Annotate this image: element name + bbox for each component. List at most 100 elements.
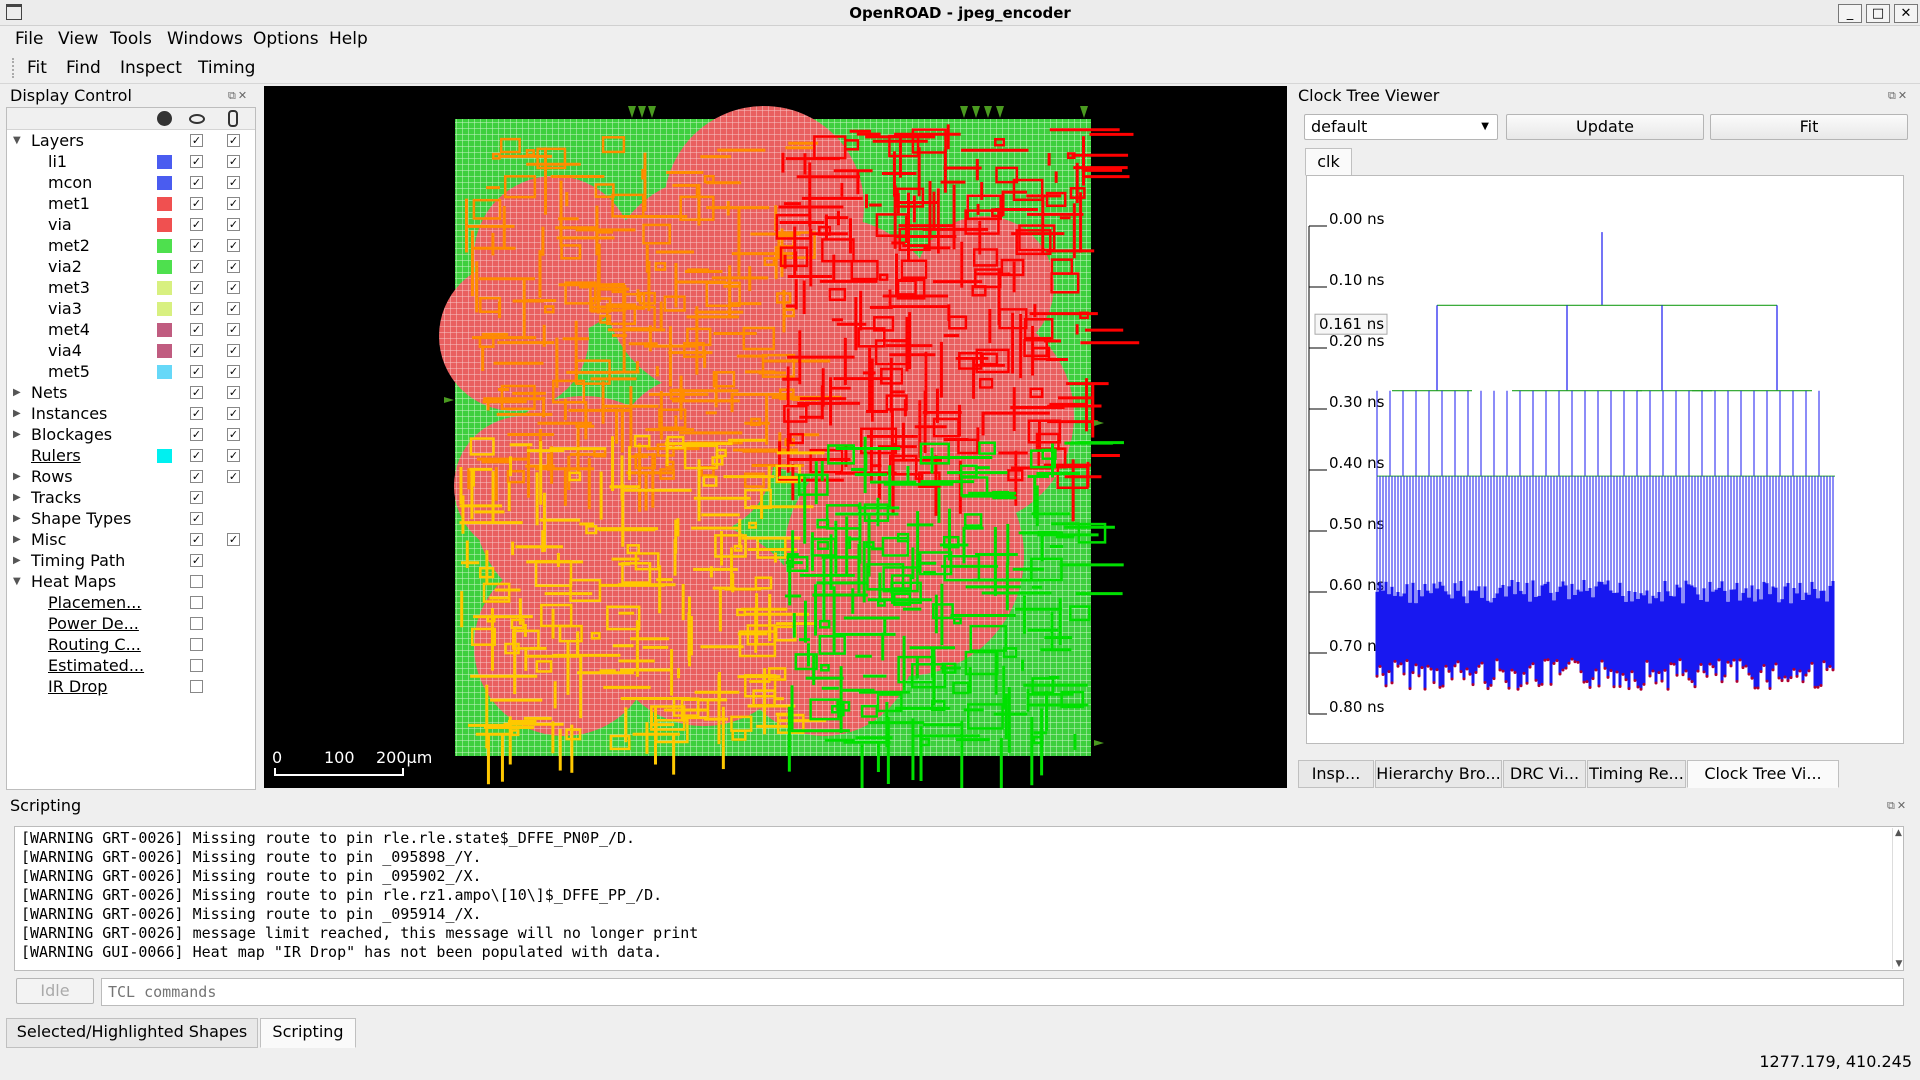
layer-row-estimated[interactable]: Estimated... (7, 655, 255, 676)
fit-view-button[interactable]: Fit (1710, 114, 1908, 140)
expand-down-icon[interactable]: ▼ (13, 135, 21, 146)
visible-checkbox[interactable]: ✓ (190, 323, 203, 336)
layer-row-via3[interactable]: via3 ✓ ✓ (7, 298, 255, 319)
visible-checkbox[interactable]: ✓ (190, 197, 203, 210)
log-scrollbar[interactable]: ▲ ▼ (1892, 828, 1904, 969)
dock-float-close-icon[interactable]: ⧉✕ (1888, 89, 1910, 102)
layer-row-via4[interactable]: via4 ✓ ✓ (7, 340, 255, 361)
dock-float-close-icon[interactable]: ⧉✕ (1887, 799, 1909, 812)
selectable-checkbox[interactable]: ✓ (227, 134, 240, 147)
layer-row-met5[interactable]: met5 ✓ ✓ (7, 361, 255, 382)
visible-checkbox[interactable]: ✓ (190, 260, 203, 273)
layer-row-rulers[interactable]: Rulers ✓ ✓ (7, 445, 255, 466)
scroll-up-icon[interactable]: ▲ (1895, 828, 1902, 838)
visible-checkbox[interactable]: ✓ (190, 134, 203, 147)
color-swatch[interactable] (157, 176, 172, 190)
color-swatch[interactable] (157, 155, 172, 169)
color-swatch[interactable] (157, 302, 172, 316)
layer-row-met1[interactable]: met1 ✓ ✓ (7, 193, 255, 214)
minimize-button[interactable]: _ (1838, 4, 1862, 23)
layer-row-met3[interactable]: met3 ✓ ✓ (7, 277, 255, 298)
visible-checkbox[interactable] (190, 617, 203, 630)
selectable-checkbox[interactable]: ✓ (227, 302, 240, 315)
selectable-checkbox[interactable]: ✓ (227, 239, 240, 252)
tab-scripting[interactable]: Scripting (260, 1018, 356, 1048)
visible-checkbox[interactable]: ✓ (190, 428, 203, 441)
expand-right-icon[interactable]: ▶ (13, 387, 21, 398)
selectable-checkbox[interactable]: ✓ (227, 197, 240, 210)
layout-canvas[interactable] (264, 86, 1287, 788)
visible-checkbox[interactable]: ✓ (190, 407, 203, 420)
expand-right-icon[interactable]: ▶ (13, 492, 21, 503)
layer-row-ir-drop[interactable]: IR Drop (7, 676, 255, 697)
color-swatch[interactable] (157, 449, 172, 463)
visible-checkbox[interactable]: ✓ (190, 281, 203, 294)
update-button[interactable]: Update (1506, 114, 1704, 140)
layer-row-timing-path[interactable]: ▶ Timing Path ✓ (7, 550, 255, 571)
visible-checkbox[interactable]: ✓ (190, 449, 203, 462)
selectable-checkbox[interactable]: ✓ (227, 386, 240, 399)
selectable-checkbox[interactable]: ✓ (227, 155, 240, 168)
layer-label[interactable]: Estimated... (48, 656, 145, 675)
layout-view[interactable]: 0 100 200µm (264, 86, 1287, 788)
tab-hierarchy-bro[interactable]: Hierarchy Bro... (1375, 760, 1502, 788)
visible-checkbox[interactable]: ✓ (190, 176, 203, 189)
layer-label[interactable]: Placemen... (48, 593, 142, 612)
expand-down-icon[interactable]: ▼ (13, 576, 21, 587)
status-idle-button[interactable]: Idle (16, 978, 94, 1004)
close-button[interactable]: ✕ (1894, 4, 1918, 23)
layer-row-nets[interactable]: ▶ Nets ✓ ✓ (7, 382, 255, 403)
visible-checkbox[interactable]: ✓ (190, 470, 203, 483)
layer-row-shape-types[interactable]: ▶ Shape Types ✓ (7, 508, 255, 529)
tab-clock-tree-vi[interactable]: Clock Tree Vi... (1687, 760, 1839, 788)
clock-tree-canvas[interactable]: 0.00 ns 0.10 ns 0.20 ns 0.30 ns 0.40 ns 0.50 … (1306, 175, 1904, 744)
selectable-checkbox[interactable]: ✓ (227, 218, 240, 231)
layer-row-layers[interactable]: ▼ Layers ✓ ✓ (7, 130, 255, 151)
color-swatch[interactable] (157, 260, 172, 274)
layer-row-via[interactable]: via ✓ ✓ (7, 214, 255, 235)
layer-row-misc[interactable]: ▶ Misc ✓ ✓ (7, 529, 255, 550)
scroll-down-icon[interactable]: ▼ (1895, 959, 1903, 969)
layer-row-mcon[interactable]: mcon ✓ ✓ (7, 172, 255, 193)
timing-button[interactable]: Timing (198, 58, 256, 78)
menu-view[interactable]: View (58, 29, 99, 49)
selectable-checkbox[interactable]: ✓ (227, 407, 240, 420)
visible-checkbox[interactable]: ✓ (190, 554, 203, 567)
visible-checkbox[interactable]: ✓ (190, 512, 203, 525)
expand-right-icon[interactable]: ▶ (13, 555, 21, 566)
maximize-button[interactable]: □ (1866, 4, 1890, 23)
layer-label[interactable]: Power De... (48, 614, 139, 633)
layer-row-instances[interactable]: ▶ Instances ✓ ✓ (7, 403, 255, 424)
expand-right-icon[interactable]: ▶ (13, 408, 21, 419)
layer-label[interactable]: Routing C... (48, 635, 141, 654)
fit-button[interactable]: Fit (27, 58, 47, 78)
layer-label[interactable]: IR Drop (48, 677, 108, 696)
corner-select[interactable]: default ▼ (1304, 114, 1498, 140)
color-swatch[interactable] (157, 218, 172, 232)
layer-row-via2[interactable]: via2 ✓ ✓ (7, 256, 255, 277)
visible-checkbox[interactable]: ✓ (190, 365, 203, 378)
expand-right-icon[interactable]: ▶ (13, 471, 21, 482)
selectable-checkbox[interactable]: ✓ (227, 344, 240, 357)
inspect-button[interactable]: Inspect (120, 58, 182, 78)
visible-checkbox[interactable] (190, 680, 203, 693)
selectable-checkbox[interactable]: ✓ (227, 428, 240, 441)
tab-drc-vi[interactable]: DRC Vi... (1503, 760, 1586, 788)
visible-checkbox[interactable] (190, 638, 203, 651)
selectable-checkbox[interactable]: ✓ (227, 281, 240, 294)
menu-tools[interactable]: Tools (110, 29, 152, 49)
visible-checkbox[interactable]: ✓ (190, 344, 203, 357)
visible-checkbox[interactable]: ✓ (190, 155, 203, 168)
layer-row-placemen[interactable]: Placemen... (7, 592, 255, 613)
scripting-log[interactable]: [WARNING GRT-0026] Missing route to pin … (14, 826, 1904, 971)
menu-windows[interactable]: Windows (167, 29, 243, 49)
selectable-checkbox[interactable]: ✓ (227, 176, 240, 189)
layer-row-routing-c[interactable]: Routing C... (7, 634, 255, 655)
visible-checkbox[interactable] (190, 575, 203, 588)
selectable-checkbox[interactable]: ✓ (227, 449, 240, 462)
expand-right-icon[interactable]: ▶ (13, 429, 21, 440)
menu-file[interactable]: File (15, 29, 44, 49)
visible-checkbox[interactable]: ✓ (190, 302, 203, 315)
expand-right-icon[interactable]: ▶ (13, 513, 21, 524)
selectable-checkbox[interactable]: ✓ (227, 365, 240, 378)
